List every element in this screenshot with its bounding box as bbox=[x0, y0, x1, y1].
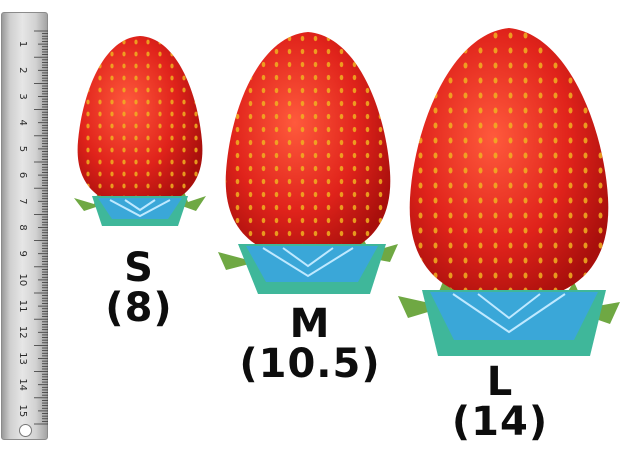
ruler-number: 4 bbox=[17, 120, 28, 126]
ruler-number: 15 bbox=[17, 405, 28, 418]
ruler-number: 7 bbox=[17, 198, 28, 204]
label-small: S (8) bbox=[95, 248, 183, 328]
ruler: 1 2 3 4 5 6 7 8 9 10 11 12 13 14 15 bbox=[1, 12, 48, 440]
ruler-number: 14 bbox=[17, 378, 28, 391]
label-medium: M (10.5) bbox=[230, 304, 390, 384]
ruler-number: 10 bbox=[17, 274, 28, 287]
ruler-number: 2 bbox=[17, 67, 28, 73]
ruler-number: 3 bbox=[17, 93, 28, 99]
ruler-number: 6 bbox=[17, 172, 28, 178]
ruler-hole bbox=[19, 424, 32, 437]
label-small-value: (8) bbox=[105, 285, 173, 331]
strawberry-medium-graphic bbox=[218, 32, 398, 294]
strawberry-small bbox=[70, 36, 210, 236]
ruler-number: 11 bbox=[17, 300, 28, 313]
label-large-size: L bbox=[486, 359, 514, 405]
strawberry-large-graphic bbox=[398, 28, 620, 356]
ruler-number: 13 bbox=[17, 352, 28, 365]
ruler-number: 12 bbox=[17, 326, 28, 339]
strawberry-medium bbox=[218, 32, 398, 300]
strawberry-small-graphic bbox=[74, 36, 206, 226]
label-medium-value: (10.5) bbox=[239, 341, 381, 387]
label-large: L (14) bbox=[445, 362, 555, 442]
label-small-size: S bbox=[124, 245, 154, 291]
label-medium-size: M bbox=[289, 301, 331, 347]
ruler-number: 5 bbox=[17, 146, 28, 152]
ruler-number: 9 bbox=[17, 251, 28, 257]
strawberry-large bbox=[398, 28, 620, 358]
ruler-number: 8 bbox=[17, 224, 28, 230]
ruler-number: 1 bbox=[17, 41, 28, 47]
label-large-value: (14) bbox=[451, 399, 549, 445]
